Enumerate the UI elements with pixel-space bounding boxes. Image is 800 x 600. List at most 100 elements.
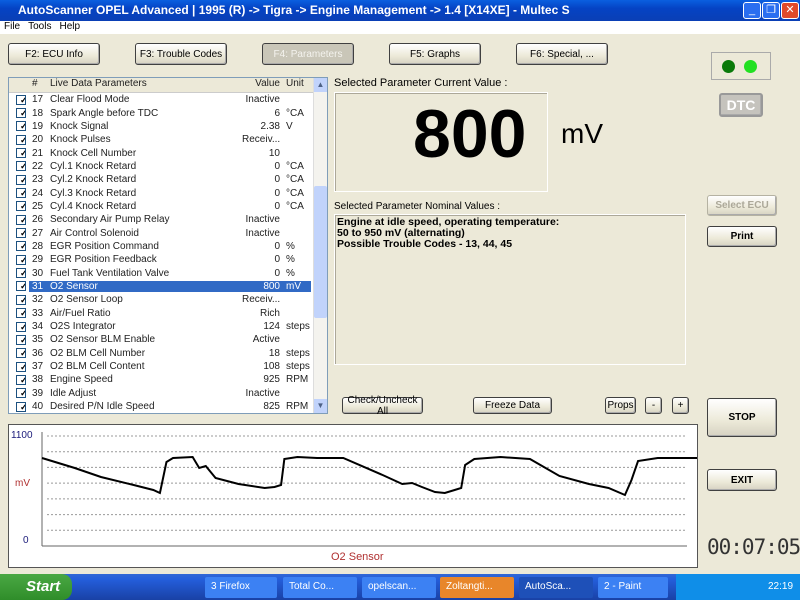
row-parameter: Spark Angle before TDC (50, 107, 159, 119)
col-value[interactable]: Value (255, 78, 280, 89)
table-row[interactable]: ✓ 19 Knock Signal 2.38 V (9, 120, 327, 133)
table-row[interactable]: ✓ 23 Cyl.2 Knock Retard 0 °CA (9, 173, 327, 186)
check-uncheck-all-button[interactable]: Check/Uncheck All (342, 395, 423, 417)
table-row[interactable]: ✓ 26 Secondary Air Pump Relay Inactive (9, 213, 327, 226)
stop-button[interactable]: STOP (707, 398, 777, 437)
zoom-in-button[interactable]: + (672, 397, 689, 414)
tab-special[interactable]: F6: Special, ... (516, 43, 608, 65)
table-row[interactable]: ✓ 17 Clear Flood Mode Inactive (9, 93, 327, 106)
row-checkbox[interactable]: ✓ (16, 174, 26, 185)
scroll-thumb[interactable] (314, 186, 327, 318)
table-row[interactable]: ✓ 21 Knock Cell Number 10 (9, 146, 327, 159)
taskbar-item[interactable]: opelscan... (362, 577, 436, 598)
row-checkbox[interactable]: ✓ (16, 268, 26, 279)
row-checkbox[interactable]: ✓ (16, 348, 26, 359)
table-row[interactable]: ✓ 38 Engine Speed 925 RPM (9, 373, 327, 386)
tab-parameters[interactable]: F4: Parameters (262, 43, 354, 65)
col-unit[interactable]: Unit (286, 78, 304, 89)
row-value: 0 (274, 200, 280, 212)
table-row[interactable]: ✓ 20 Knock Pulses Receiv... (9, 133, 327, 146)
menu-file[interactable]: File (4, 21, 21, 32)
row-checkbox[interactable]: ✓ (16, 361, 26, 372)
row-number: 32 (32, 294, 44, 306)
row-value: 6 (274, 107, 280, 119)
menu-tools[interactable]: Tools (28, 21, 52, 32)
table-row[interactable]: ✓ 37 O2 BLM Cell Content 108 steps (9, 360, 327, 373)
row-checkbox[interactable]: ✓ (16, 401, 26, 412)
row-value: Inactive (245, 387, 280, 399)
table-row[interactable]: ✓ 22 Cyl.1 Knock Retard 0 °CA (9, 160, 327, 173)
row-checkbox[interactable]: ✓ (16, 228, 26, 239)
taskbar-item[interactable]: Total Co... (283, 577, 357, 598)
row-checkbox[interactable]: ✓ (16, 161, 26, 172)
col-parameter[interactable]: Live Data Parameters (50, 78, 147, 89)
row-checkbox[interactable]: ✓ (16, 321, 26, 332)
exit-button[interactable]: EXIT (707, 469, 777, 491)
row-checkbox[interactable]: ✓ (16, 388, 26, 399)
col-number[interactable]: # (32, 78, 38, 89)
row-unit: V (286, 120, 293, 132)
table-row[interactable]: ✓ 24 Cyl.3 Knock Retard 0 °CA (9, 186, 327, 199)
row-number: 30 (32, 267, 44, 279)
table-row[interactable]: ✓ 40 Desired P/N Idle Speed 825 RPM (9, 400, 327, 413)
row-checkbox[interactable]: ✓ (16, 214, 26, 225)
taskbar-item[interactable]: AutoSca... (519, 577, 593, 598)
select-ecu-button[interactable]: Select ECU (707, 195, 777, 216)
table-row[interactable]: ✓ 28 EGR Position Command 0% (9, 240, 327, 253)
table-row[interactable]: ✓ 32 O2 Sensor Loop Receiv... (9, 293, 327, 306)
table-row[interactable]: ✓ 36 O2 BLM Cell Number 18 steps (9, 347, 327, 360)
table-row[interactable]: ✓ 29 EGR Position Feedback 0% (9, 253, 327, 266)
table-row[interactable]: ✓ 33 Air/Fuel Ratio Rich (9, 307, 327, 320)
row-checkbox[interactable]: ✓ (16, 294, 26, 305)
row-checkbox[interactable]: ✓ (16, 241, 26, 252)
row-checkbox[interactable]: ✓ (16, 334, 26, 345)
table-row[interactable]: ✓ 25 Cyl.4 Knock Retard 0 °CA (9, 200, 327, 213)
row-parameter: Cyl.2 Knock Retard (50, 174, 137, 186)
row-checkbox[interactable]: ✓ (16, 121, 26, 132)
tab-ecu-info[interactable]: F2: ECU Info (8, 43, 100, 65)
row-checkbox[interactable]: ✓ (16, 201, 26, 212)
close-button[interactable]: ✕ (781, 2, 799, 19)
print-button[interactable]: Print (707, 226, 777, 247)
table-row[interactable]: ✓ 34 O2S Integrator 124 steps (9, 320, 327, 333)
row-parameter: Knock Pulses (50, 134, 111, 146)
row-unit: °CA (286, 107, 304, 119)
row-number: 22 (32, 160, 44, 172)
row-checkbox[interactable]: ✓ (16, 374, 26, 385)
maximize-button[interactable]: ❐ (762, 2, 780, 19)
dtc-button[interactable]: DTC (719, 93, 763, 117)
taskbar-item[interactable]: 3 Firefox (205, 577, 277, 598)
table-row[interactable]: ✓ 30 Fuel Tank Ventilation Valve 0% (9, 266, 327, 279)
row-unit: % (286, 240, 295, 252)
menu-help[interactable]: Help (59, 21, 81, 32)
scroll-up-icon[interactable]: ▲ (314, 78, 327, 92)
row-checkbox[interactable]: ✓ (16, 188, 26, 199)
taskbar-item[interactable]: 2 - Paint (598, 577, 668, 598)
row-number: 27 (32, 227, 44, 239)
table-row[interactable]: ✓ 18 Spark Angle before TDC 6 °CA (9, 106, 327, 119)
scroll-down-icon[interactable]: ▼ (314, 399, 327, 413)
table-row[interactable]: ✓ 35 O2 Sensor BLM Enable Active (9, 333, 327, 346)
row-parameter: Fuel Tank Ventilation Valve (50, 267, 170, 279)
list-scrollbar[interactable]: ▲ ▼ (313, 78, 327, 413)
row-checkbox[interactable]: ✓ (16, 108, 26, 119)
freeze-data-button[interactable]: Freeze Data (473, 397, 552, 414)
table-row[interactable]: ✓ 39 Idle Adjust Inactive (9, 387, 327, 400)
row-parameter: O2 BLM Cell Number (50, 347, 146, 359)
props-button[interactable]: Props (605, 397, 636, 414)
row-number: 29 (32, 254, 44, 266)
minimize-button[interactable]: _ (743, 2, 761, 19)
row-checkbox[interactable]: ✓ (16, 281, 26, 292)
table-row[interactable]: ✓ 27 Air Control Solenoid Inactive (9, 226, 327, 239)
zoom-out-button[interactable]: - (645, 397, 662, 414)
row-checkbox[interactable]: ✓ (16, 148, 26, 159)
row-checkbox[interactable]: ✓ (16, 134, 26, 145)
row-checkbox[interactable]: ✓ (16, 254, 26, 265)
tab-trouble-codes[interactable]: F3: Trouble Codes (135, 43, 227, 65)
row-checkbox[interactable]: ✓ (16, 308, 26, 319)
taskbar-item[interactable]: Zoltangti... (440, 577, 514, 598)
row-checkbox[interactable]: ✓ (16, 94, 26, 105)
start-button[interactable]: Start (0, 574, 72, 600)
tab-graphs[interactable]: F5: Graphs (389, 43, 481, 65)
